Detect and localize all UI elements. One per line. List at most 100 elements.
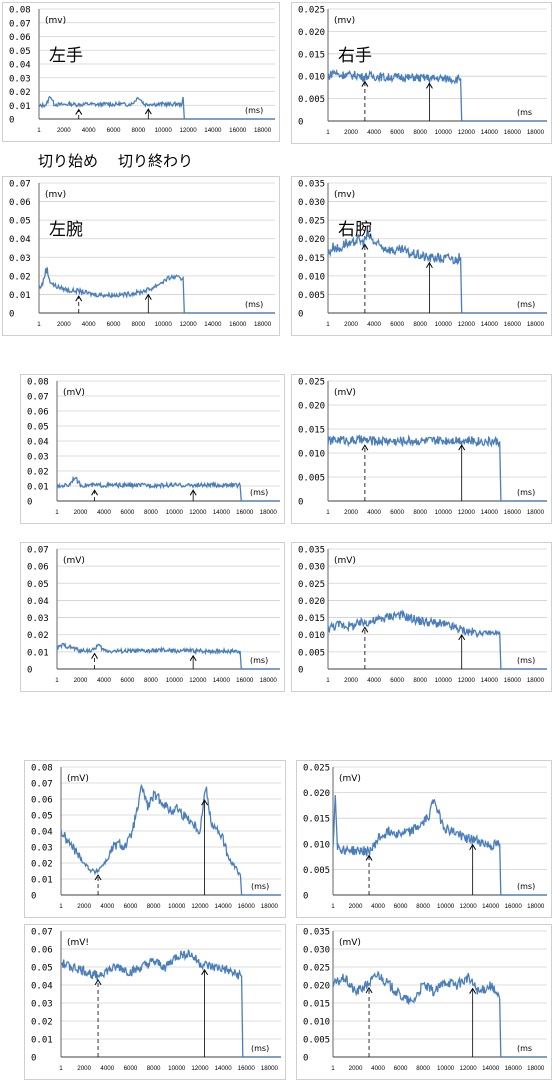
x-tick-label: 18000	[527, 321, 545, 328]
x-tick-label: 18000	[261, 903, 279, 910]
y-tick-label: 0	[27, 666, 32, 676]
x-tick-label: 8000	[413, 509, 427, 516]
x-tick-label: 2000	[344, 129, 358, 136]
x-tick-label: 14000	[481, 321, 499, 328]
x-tick-label: 2000	[344, 321, 358, 328]
x-tick-label: 10000	[435, 129, 453, 136]
x-tick-label: 16000	[504, 677, 522, 684]
x-tick-label: 10000	[437, 1065, 455, 1072]
x-unit-label: (ms)	[250, 656, 268, 665]
y-tick-label: 0.025	[298, 378, 325, 388]
y-tick-label: 0.06	[27, 563, 49, 573]
x-tick-label: 14000	[213, 509, 231, 516]
x-tick-label: 2000	[344, 677, 358, 684]
x-tick-label: 12000	[189, 677, 207, 684]
x-tick-label: 16000	[238, 1065, 256, 1072]
y-tick-label: 0.025	[298, 6, 325, 16]
x-tick-label: 2000	[74, 509, 88, 516]
x-unit-label: (ms)	[250, 488, 268, 497]
annotation-cut-end: 切り終わり	[118, 152, 194, 170]
y-tick-label: 0	[298, 666, 303, 676]
series-line	[38, 95, 275, 120]
x-tick-label: 16000	[504, 129, 522, 136]
x-tick-label: 8000	[413, 677, 427, 684]
y-tick-label: 0.015	[298, 50, 325, 60]
y-unit-label: (mV)	[63, 556, 85, 566]
x-tick-label: 4000	[97, 509, 111, 516]
y-tick-label: 0.020	[303, 982, 330, 992]
y-tick-label: 0.03	[27, 614, 49, 624]
x-tick-label: 8000	[147, 1065, 161, 1072]
x-tick-label: 12000	[191, 1065, 209, 1072]
x-tick-label: 1	[331, 903, 335, 910]
y-tick-label: 0.030	[303, 946, 330, 956]
x-tick-label: 16000	[504, 321, 522, 328]
y-tick-label: 0.01	[31, 1036, 53, 1046]
x-tick-label: 1	[37, 321, 41, 328]
y-tick-label: 0.04	[9, 235, 31, 245]
x-tick-label: 1	[326, 321, 330, 328]
x-tick-label: 4000	[371, 1065, 385, 1072]
x-tick-label: 1	[326, 677, 330, 684]
y-tick-label: 0.02	[31, 860, 53, 870]
y-tick-label: 0.06	[9, 33, 31, 43]
x-tick-label: 12000	[458, 129, 476, 136]
x-tick-label: 10000	[168, 903, 186, 910]
x-tick-label: 8000	[147, 903, 161, 910]
x-tick-label: 6000	[394, 1065, 408, 1072]
y-tick-label: 0.04	[9, 61, 31, 71]
arrow-head	[144, 293, 152, 300]
x-tick-label: 12000	[458, 509, 476, 516]
x-tick-label: 14000	[482, 1065, 500, 1072]
x-tick-label: 4000	[97, 677, 111, 684]
y-tick-label: 0.07	[27, 546, 49, 556]
x-tick-label: 16000	[229, 127, 247, 134]
y-tick-label: 0.03	[31, 1000, 53, 1010]
x-tick-label: 8000	[144, 509, 158, 516]
y-tick-label: 0	[303, 1054, 308, 1064]
y-tick-label: 0.07	[31, 780, 53, 790]
arrow-head	[91, 652, 98, 659]
y-tick-label: 0.035	[303, 928, 330, 938]
arrow-head	[91, 489, 98, 496]
x-tick-label: 18000	[260, 509, 278, 516]
y-tick-label: 0.08	[31, 764, 53, 774]
y-tick-label: 0	[303, 892, 308, 902]
x-tick-label: 1	[37, 127, 41, 134]
x-tick-label: 14000	[214, 903, 232, 910]
x-tick-label: 6000	[390, 509, 404, 516]
x-tick-label: 18000	[527, 677, 545, 684]
y-tick-label: 0.02	[9, 272, 31, 282]
y-tick-label: 0	[9, 116, 14, 126]
x-tick-label: 1	[55, 677, 59, 684]
chart-3-3: 0 0.01 0.02 0.03 0.04 0.05 0.06 0.07 1 2000 4000 60…	[24, 924, 286, 1080]
x-tick-label: 6000	[107, 127, 121, 134]
y-tick-label: 0.005	[303, 1036, 330, 1046]
arrow-head	[426, 82, 433, 89]
x-unit-label: (ms)	[517, 300, 535, 309]
y-tick-label: 0.005	[298, 648, 325, 658]
y-tick-label: 0.07	[9, 19, 31, 29]
y-tick-label: 0.07	[31, 928, 53, 938]
y-tick-label: 0.05	[27, 423, 49, 433]
y-tick-label: 0.07	[9, 180, 31, 190]
series-line	[56, 475, 280, 502]
y-tick-label: 0.015	[303, 815, 330, 825]
y-tick-label: 0.01	[27, 483, 49, 493]
chart-left-hand-1: 0 0.01 0.02 0.03 0.04 0.05 0.06 0.07 0.08 1 2000 40…	[2, 2, 280, 142]
x-unit-label: (ms)	[245, 106, 263, 115]
series-line	[332, 970, 547, 1058]
x-tick-label: 12000	[458, 321, 476, 328]
arrow-head	[189, 489, 197, 496]
y-tick-label: 0	[31, 1054, 36, 1064]
x-tick-label: 14000	[481, 129, 499, 136]
y-tick-label: 0.02	[27, 468, 49, 478]
series-line	[327, 68, 547, 122]
y-unit-label: (mV)	[63, 388, 85, 398]
y-unit-label: (mV)	[339, 774, 361, 784]
x-tick-label: 1	[59, 903, 63, 910]
series-line	[327, 434, 547, 502]
y-tick-label: 0.03	[27, 453, 49, 463]
y-tick-label: 0.05	[27, 580, 49, 590]
